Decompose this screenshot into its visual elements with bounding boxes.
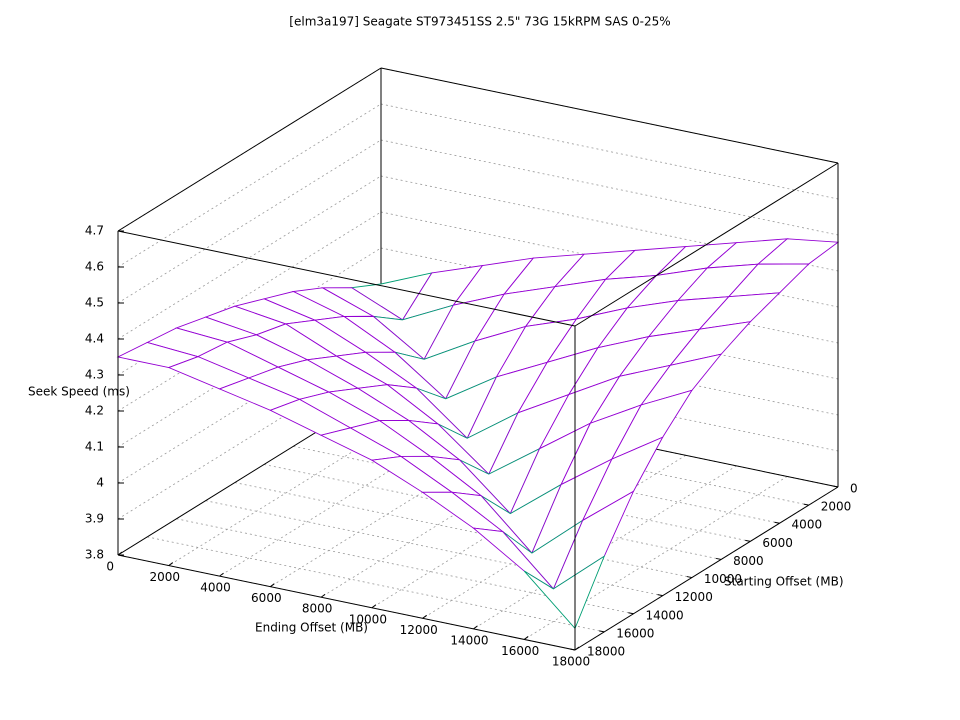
y-axis-label: Starting Offset (MB) — [724, 575, 844, 589]
y-tick-label: 10000 — [704, 572, 742, 586]
z-tick-label: 4.2 — [85, 404, 104, 418]
x-tick-label: 0 — [106, 560, 114, 574]
tick-mark — [219, 572, 224, 577]
x-tick-label: 6000 — [251, 591, 282, 605]
z-tick-label: 3.9 — [85, 512, 104, 526]
y-tick-label: 0 — [850, 482, 858, 496]
x-axis-label: Ending Offset (MB) — [255, 621, 368, 635]
tick-mark — [574, 646, 580, 651]
tick-mark — [716, 557, 722, 560]
y-tick-label: 12000 — [675, 590, 713, 604]
tick-mark — [803, 503, 809, 506]
axis-box — [117, 230, 576, 327]
grid-line — [117, 175, 382, 340]
grid-line — [117, 103, 382, 268]
grid-line — [422, 454, 686, 619]
z-tick-label: 4.5 — [85, 296, 104, 310]
grid-line — [117, 247, 382, 412]
y-tick-label: 6000 — [762, 536, 793, 550]
tick-mark — [320, 593, 326, 598]
tick-mark — [371, 604, 377, 609]
y-tick-label: 16000 — [616, 626, 654, 640]
tick-mark — [569, 648, 576, 651]
tick-mark — [168, 562, 174, 566]
x-tick-label: 14000 — [450, 633, 488, 647]
axis-box — [117, 554, 576, 651]
tick-mark — [422, 614, 427, 619]
y-tick-label: 18000 — [587, 645, 625, 659]
y-tick-label: 4000 — [792, 518, 823, 532]
z-tick-label: 4.3 — [85, 368, 104, 382]
grid-line — [524, 476, 788, 640]
tick-mark — [523, 636, 529, 640]
grid-line — [473, 465, 737, 630]
axis-box — [380, 67, 839, 164]
x-tick-label: 12000 — [400, 623, 438, 637]
tick-mark — [599, 630, 605, 633]
z-tick-label: 4.4 — [85, 332, 104, 346]
x-tick-label: 4000 — [200, 581, 231, 595]
z-tick-label: 4.7 — [85, 224, 104, 238]
z-tick-label: 4.6 — [85, 260, 104, 274]
axis-box — [117, 67, 382, 232]
tick-mark — [628, 612, 634, 615]
tick-mark — [473, 625, 478, 630]
z-tick-label: 4 — [96, 476, 104, 490]
tick-mark — [774, 521, 780, 524]
z-axis-label: Seek Speed (ms) — [28, 385, 130, 399]
z-tick-label: 3.8 — [85, 548, 104, 562]
chart-title: [elm3a197] Seagate ST973451SS 2.5" 73G 1… — [289, 15, 670, 29]
tick-mark — [832, 485, 839, 488]
x-tick-label: 8000 — [302, 602, 333, 616]
axis-box — [574, 162, 839, 327]
grid-line — [380, 139, 839, 236]
grid-line — [117, 319, 382, 484]
axis-box — [574, 486, 839, 651]
tick-mark — [657, 594, 663, 597]
tick-mark — [270, 583, 275, 588]
grid-line — [380, 103, 839, 200]
grid-line — [117, 139, 382, 304]
x-tick-label: 2000 — [150, 570, 181, 584]
grid-line — [117, 355, 382, 520]
y-tick-label: 2000 — [821, 500, 852, 514]
z-tick-label: 4.1 — [85, 440, 104, 454]
x-tick-label: 10000 — [349, 612, 387, 626]
y-tick-label: 8000 — [733, 554, 764, 568]
x-tick-label: 16000 — [501, 644, 539, 658]
tick-mark — [686, 576, 692, 579]
grid-line — [117, 283, 382, 448]
y-tick-label: 14000 — [645, 608, 683, 622]
tick-mark — [745, 539, 751, 542]
x-tick-label: 18000 — [552, 655, 590, 669]
